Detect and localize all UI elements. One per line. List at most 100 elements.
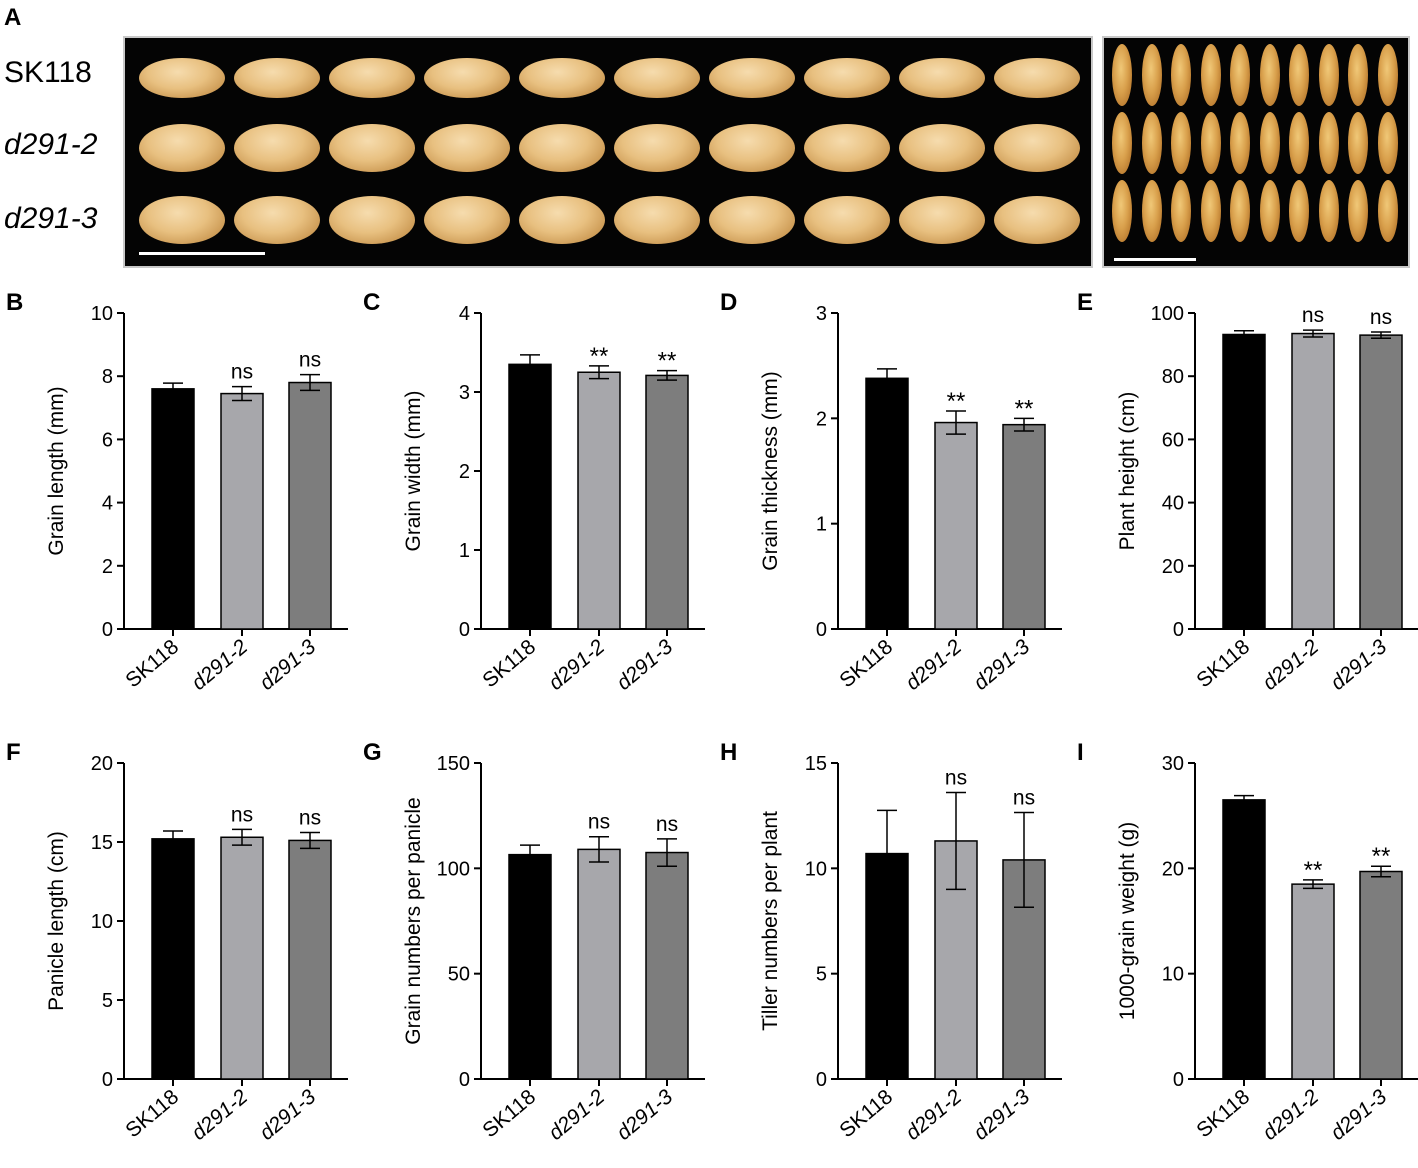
y-tick-label: 4 (459, 303, 470, 325)
significance-label: ns (231, 803, 253, 826)
grain-side (709, 196, 795, 244)
bar (1359, 334, 1403, 630)
grain-side (899, 196, 985, 244)
chart-i: I 1000-grain weight (g) 0 10 20 30 SK118 ** d291… (1077, 739, 1418, 1145)
x-tick-label: SK118 (1192, 635, 1254, 692)
y-tick-label: 60 (1162, 429, 1184, 451)
grain-side (804, 58, 890, 98)
grain-top (1259, 180, 1280, 242)
chart-e: E Plant height (cm) 0 20 40 60 80 100 SK118 ns d29… (1077, 289, 1418, 695)
y-tick-label: 30 (1162, 753, 1184, 775)
bar (151, 838, 195, 1080)
grain-top (1318, 112, 1339, 174)
bar (508, 363, 552, 630)
bar (1222, 333, 1266, 630)
grain-side (899, 124, 985, 172)
y-tick-label: 100 (437, 858, 470, 880)
x-tick-label: d291-2 (1258, 1085, 1323, 1145)
significance-label: ns (945, 766, 967, 789)
bar (151, 388, 195, 630)
grain-top (1230, 44, 1250, 106)
x-tick-label: SK118 (1192, 1085, 1254, 1142)
x-tick-label: d291-3 (612, 635, 677, 695)
significance-label: ** (590, 343, 609, 370)
grain-top (1200, 180, 1221, 242)
chart-d: D Grain thickness (mm) 0 1 2 3 SK118 ** d291-2 **… (720, 289, 1062, 695)
grain-side (994, 58, 1080, 98)
x-tick-label: d291-2 (544, 635, 609, 695)
grain-top (1112, 180, 1132, 242)
x-tick-label: d291-3 (1326, 1085, 1391, 1145)
grain-top (1289, 180, 1309, 242)
x-tick-label: SK118 (478, 1085, 540, 1142)
grain-top (1348, 112, 1368, 174)
panel-letter: C (363, 289, 380, 316)
grain-top (1171, 44, 1191, 106)
chart-g: G Grain numbers per panicle 0 50 100 150 SK118… (363, 739, 705, 1145)
significance-label: ns (231, 361, 253, 384)
y-tick-label: 80 (1162, 366, 1184, 388)
grain-top (1200, 112, 1221, 174)
grain-side (804, 124, 890, 172)
grain-side (994, 196, 1080, 244)
bar (645, 851, 689, 1080)
significance-label: ** (1372, 843, 1391, 870)
x-tick-label: d291-2 (544, 1085, 609, 1145)
grain-top (1141, 180, 1162, 242)
grain-side-view-photo (123, 36, 1093, 268)
x-tick-label: d291-2 (901, 1085, 966, 1145)
y-tick-label: 0 (816, 619, 827, 641)
y-tick-label: 8 (102, 366, 113, 388)
y-tick-label: 50 (448, 964, 470, 986)
grain-side (424, 196, 510, 244)
x-tick-label: d291-3 (612, 1085, 677, 1145)
grain-side (614, 58, 700, 98)
significance-label: ns (299, 807, 321, 830)
significance-label: ns (299, 349, 321, 372)
x-tick-label: SK118 (121, 635, 183, 692)
grain-top (1171, 112, 1191, 174)
bar (577, 371, 621, 630)
grain-side (329, 196, 415, 244)
grain-top (1348, 44, 1368, 106)
bar (1291, 883, 1335, 1080)
panel-letter: F (6, 739, 21, 766)
y-tick-label: 0 (102, 619, 113, 641)
y-tick-label: 20 (1162, 556, 1184, 578)
x-tick-label: d291-3 (969, 635, 1034, 695)
bar (220, 392, 264, 630)
grain-top (1377, 44, 1398, 106)
bar (577, 848, 621, 1080)
panel-letter: D (720, 289, 737, 316)
y-axis-label: Grain numbers per panicle (402, 797, 425, 1044)
significance-label: ns (588, 811, 610, 834)
panel-letter-a: A (4, 4, 22, 31)
bar (865, 377, 909, 630)
y-tick-label: 0 (1173, 1069, 1184, 1091)
bar (220, 836, 264, 1080)
y-tick-label: 10 (1162, 964, 1184, 986)
significance-label: ns (656, 813, 678, 836)
y-tick-label: 0 (459, 619, 470, 641)
y-tick-label: 10 (91, 303, 113, 325)
x-tick-label: d291-2 (1258, 635, 1323, 695)
y-tick-label: 5 (102, 990, 113, 1012)
x-tick-label: d291-2 (187, 635, 252, 695)
bar (288, 381, 332, 630)
y-tick-label: 2 (102, 556, 113, 578)
grain-side (424, 58, 510, 98)
bar (1002, 423, 1046, 630)
y-axis-label: Grain length (mm) (45, 386, 68, 555)
grain-top (1348, 180, 1368, 242)
bar (1359, 870, 1403, 1080)
y-tick-label: 0 (816, 1069, 827, 1091)
grain-side (424, 124, 510, 172)
y-tick-label: 15 (91, 832, 113, 854)
y-tick-label: 2 (816, 408, 827, 430)
grain-top (1259, 112, 1280, 174)
y-tick-label: 3 (816, 303, 827, 325)
grain-side (519, 196, 605, 244)
y-tick-label: 1 (459, 540, 470, 562)
row-label-d291-3: d291-3 (4, 202, 98, 235)
grain-top (1230, 180, 1250, 242)
